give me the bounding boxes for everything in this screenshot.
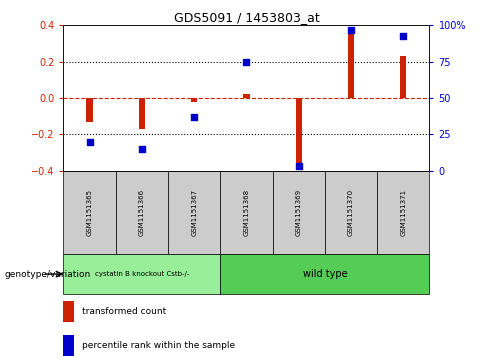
Point <box>190 114 198 120</box>
Text: GSM1151368: GSM1151368 <box>244 189 249 236</box>
Bar <box>400 56 407 98</box>
FancyBboxPatch shape <box>273 171 325 254</box>
Bar <box>86 98 93 122</box>
Point <box>138 146 146 152</box>
Text: GSM1151371: GSM1151371 <box>400 189 407 236</box>
FancyBboxPatch shape <box>63 171 116 254</box>
Text: GSM1151367: GSM1151367 <box>191 189 197 236</box>
Title: GDS5091 / 1453803_at: GDS5091 / 1453803_at <box>174 11 319 24</box>
FancyBboxPatch shape <box>116 171 168 254</box>
Point <box>295 163 303 169</box>
Text: percentile rank within the sample: percentile rank within the sample <box>82 341 235 350</box>
Text: GSM1151365: GSM1151365 <box>86 189 93 236</box>
Bar <box>139 98 145 129</box>
Text: GSM1151369: GSM1151369 <box>296 189 302 236</box>
Text: genotype/variation: genotype/variation <box>5 270 91 278</box>
FancyBboxPatch shape <box>377 171 429 254</box>
Bar <box>348 34 354 98</box>
Bar <box>63 301 75 322</box>
Bar <box>191 98 197 102</box>
Point <box>399 33 407 38</box>
Bar <box>244 94 249 98</box>
Bar <box>63 335 75 356</box>
FancyBboxPatch shape <box>168 171 220 254</box>
FancyBboxPatch shape <box>325 171 377 254</box>
Text: cystatin B knockout Cstb-/-: cystatin B knockout Cstb-/- <box>95 271 189 277</box>
Text: GSM1151370: GSM1151370 <box>348 189 354 236</box>
FancyBboxPatch shape <box>63 254 220 294</box>
Text: GSM1151366: GSM1151366 <box>139 189 145 236</box>
FancyBboxPatch shape <box>220 254 429 294</box>
Point <box>347 27 355 33</box>
Text: wild type: wild type <box>303 269 347 279</box>
Text: transformed count: transformed count <box>82 307 166 316</box>
Point <box>86 139 94 144</box>
FancyBboxPatch shape <box>220 171 273 254</box>
Point <box>243 59 250 65</box>
Bar <box>296 98 302 169</box>
